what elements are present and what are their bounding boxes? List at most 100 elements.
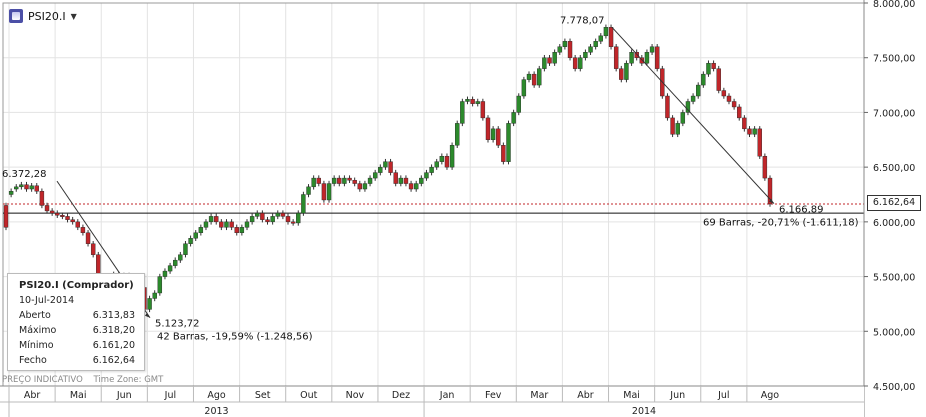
candle-body [511,112,516,124]
trend-low-label: 5.123,72 [155,319,200,330]
trend-high-label: 7.778,07 [560,15,605,26]
candle-body [311,177,316,188]
candle-body [219,221,224,228]
info-date: 10-Jul-2014 [19,295,75,306]
x-tick-label: Jul [717,390,729,401]
candle-body [480,101,486,119]
info-row-fecho: Fecho 6.162,64 [19,355,135,366]
candle-body [465,99,470,102]
candle-body [234,227,239,233]
candle-body [357,183,362,190]
candle-body [8,191,14,195]
symbol-name: PSI20.I [28,9,66,23]
candle-body [460,101,465,124]
candle-body [496,128,501,146]
x-tick-label: Set [255,390,271,401]
y-tick-label: 8.000,00 [873,0,915,10]
trend-arrow-icon [145,312,150,318]
candle-body [208,216,214,223]
candle-body [629,52,634,64]
candle-body [34,185,39,192]
cfd-logo-icon [9,9,23,23]
symbol-header[interactable]: PSI20.I ▼ [9,8,77,24]
x-tick-label: Jan [439,390,455,401]
candle-body [767,177,773,205]
info-row-aberto: Aberto 6.313,83 [19,310,135,321]
candle-body [706,62,711,75]
x-tick-label: Abr [577,390,594,401]
candle-body [665,95,670,119]
candle-body [716,68,721,91]
x-tick-label: Jun [116,390,132,401]
candle-body [434,161,439,168]
candle-body [152,292,157,299]
candle-body [449,145,455,168]
candle-body [162,270,168,277]
y-tick-label: 5.000,00 [873,327,915,338]
trend-stats-label: 69 Barras, -20,71% (-1.611,18) [703,218,859,229]
candle-body [649,46,655,53]
candle-body [39,191,45,206]
x-tick-label: Mai [623,390,640,401]
candle-body [19,184,24,188]
info-title: PSI20.I (Comprador) [19,280,134,291]
candle-body [731,101,737,108]
candle-body [608,27,614,47]
x-tick-label: Jun [669,390,685,401]
trend-high-label: 6.372,28 [2,169,47,180]
info-row-maximo: Máximo 6.318,20 [19,325,135,336]
candle-body [3,205,9,228]
x-tick-label: Out [300,390,317,401]
candle-body [352,180,357,184]
candle-body [613,46,619,69]
candle-body [531,73,537,86]
candle-body [408,183,414,190]
candle-body [260,212,265,220]
candle-body [403,177,409,184]
candle-body [337,177,342,184]
year-label: 2013 [204,406,228,417]
candle-body [285,216,291,223]
candle-body [670,117,675,135]
horizontal-line [3,203,864,214]
candle-body [578,57,583,69]
candle-body [726,95,732,102]
candle-body [178,254,183,261]
candle-body [203,221,209,228]
candle-body [29,185,34,190]
y-tick-label: 5.500,00 [873,273,915,284]
candle-body [55,212,60,216]
candle-body [711,62,716,69]
candle-body [567,41,573,58]
x-tick-label: Abr [24,390,41,401]
trend-arrow-icon [769,198,774,204]
candle-body [634,52,639,58]
x-tick-label: Mar [530,390,548,401]
candle-body [290,221,296,224]
candle-body [588,46,593,53]
candle-body [506,123,511,162]
candle-body [593,41,598,47]
candle-body [419,177,424,184]
candle-body [598,35,603,42]
candle-body [393,172,398,184]
candle-body [557,46,562,53]
candle-body [490,128,496,140]
timezone-label: Time Zone: GMT [93,375,164,385]
candle-body [255,212,260,217]
x-tick-label: Mai [70,390,87,401]
candle-body [654,46,660,69]
candle-body [690,95,696,102]
caret-down-icon[interactable]: ▼ [70,11,77,21]
candle-body [301,194,306,214]
candle-body [157,276,163,294]
candle-body [547,57,552,64]
candle-body [362,183,368,190]
candle-body [321,183,327,201]
candle-body [249,216,255,223]
candle-body [265,219,270,223]
x-tick-label: Dez [392,390,410,401]
candle-body [526,73,532,80]
x-tick-label: Ago [761,390,780,401]
y-tick-label: 7.500,00 [873,54,915,65]
